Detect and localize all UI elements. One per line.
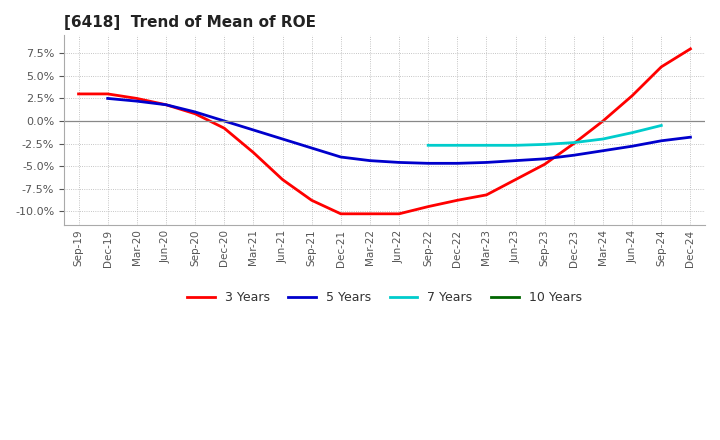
- 5 Years: [249, 127, 258, 132]
- 5 Years: [599, 148, 608, 154]
- 3 Years: [511, 177, 520, 182]
- 5 Years: [511, 158, 520, 163]
- 3 Years: [570, 141, 578, 146]
- 5 Years: [570, 153, 578, 158]
- 7 Years: [482, 143, 491, 148]
- 5 Years: [686, 135, 695, 140]
- 5 Years: [161, 102, 170, 107]
- Line: 5 Years: 5 Years: [108, 99, 690, 163]
- 5 Years: [366, 158, 374, 163]
- 3 Years: [132, 96, 141, 101]
- 5 Years: [395, 160, 403, 165]
- 5 Years: [191, 109, 199, 114]
- 5 Years: [278, 136, 287, 142]
- 3 Years: [307, 198, 316, 203]
- 3 Years: [104, 91, 112, 96]
- 3 Years: [161, 102, 170, 107]
- 3 Years: [686, 46, 695, 51]
- 3 Years: [220, 125, 228, 131]
- 3 Years: [336, 211, 345, 216]
- 5 Years: [482, 160, 491, 165]
- 7 Years: [424, 143, 433, 148]
- 3 Years: [541, 161, 549, 167]
- 7 Years: [628, 130, 636, 136]
- 3 Years: [657, 64, 665, 70]
- 7 Years: [541, 142, 549, 147]
- Text: [6418]  Trend of Mean of ROE: [6418] Trend of Mean of ROE: [64, 15, 316, 30]
- 3 Years: [395, 211, 403, 216]
- 3 Years: [278, 177, 287, 182]
- 7 Years: [511, 143, 520, 148]
- 7 Years: [570, 140, 578, 145]
- 3 Years: [424, 204, 433, 209]
- 5 Years: [628, 143, 636, 149]
- 5 Years: [104, 96, 112, 101]
- 7 Years: [657, 123, 665, 128]
- 3 Years: [366, 211, 374, 216]
- 5 Years: [541, 156, 549, 161]
- Line: 3 Years: 3 Years: [78, 49, 690, 214]
- 3 Years: [599, 118, 608, 124]
- Legend: 3 Years, 5 Years, 7 Years, 10 Years: 3 Years, 5 Years, 7 Years, 10 Years: [182, 286, 587, 309]
- 3 Years: [191, 111, 199, 117]
- 3 Years: [628, 93, 636, 99]
- 3 Years: [453, 198, 462, 203]
- 5 Years: [220, 118, 228, 124]
- 5 Years: [424, 161, 433, 166]
- 5 Years: [657, 138, 665, 143]
- 7 Years: [453, 143, 462, 148]
- 3 Years: [74, 91, 83, 96]
- 3 Years: [482, 192, 491, 198]
- Line: 7 Years: 7 Years: [428, 125, 661, 145]
- 7 Years: [599, 136, 608, 142]
- 5 Years: [307, 145, 316, 150]
- 5 Years: [132, 99, 141, 104]
- 5 Years: [336, 154, 345, 160]
- 3 Years: [249, 150, 258, 155]
- 5 Years: [453, 161, 462, 166]
